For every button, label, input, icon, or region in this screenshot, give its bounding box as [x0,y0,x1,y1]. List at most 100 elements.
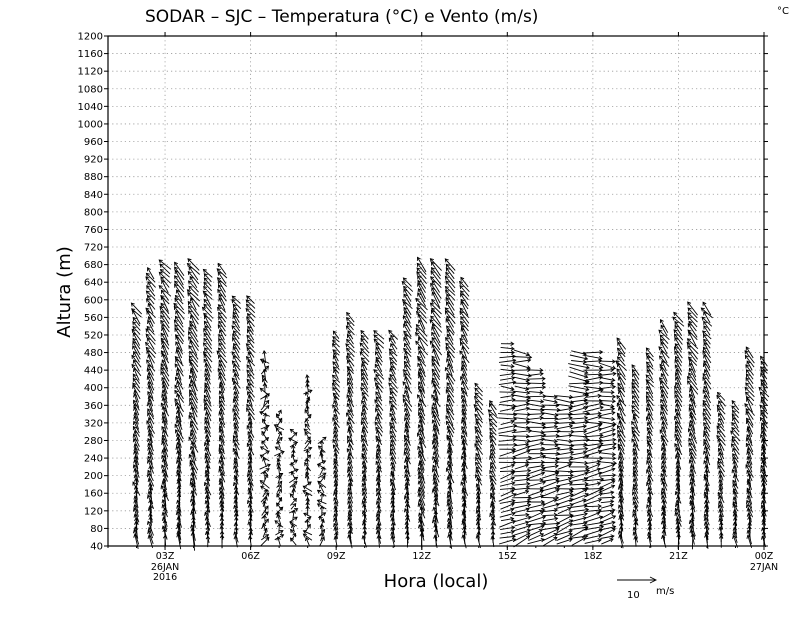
wind-vector-head [147,391,152,396]
wind-vector [347,522,353,535]
wind-vector [632,487,639,500]
wind-vector [732,417,739,429]
wind-vector [147,376,155,391]
wind-vector-head [616,412,621,417]
wind-vector [404,343,411,354]
wind-vector-head [631,364,636,369]
wind-vector [511,356,532,358]
wind-vector-head [674,398,680,404]
wind-vector [333,458,339,467]
wind-vector-head [218,447,223,452]
wind-vector [631,430,640,442]
wind-vector [582,487,604,490]
wind-vector [599,478,615,482]
wind-vector-head [375,396,380,401]
wind-vector [176,393,182,409]
wind-vector-head [218,390,223,395]
wind-vector [177,450,182,466]
wind-vector [390,361,397,370]
wind-vector-head [674,408,679,413]
wind-vector [233,386,239,398]
wind-vector [661,435,668,446]
wind-vector [217,368,227,381]
wind-vector [219,382,225,394]
wind-vector-head [320,536,325,541]
wind-vector [219,487,225,500]
wind-vector-head [488,418,493,423]
wind-vector-head [373,334,378,339]
wind-vector [231,351,242,363]
wind-vector-head [612,371,617,377]
wind-vector [133,464,140,478]
wind-profile [130,302,143,550]
wind-vector [556,417,572,420]
wind-vector [460,316,469,328]
wind-vector-head [700,307,705,312]
wind-vector [204,426,212,438]
wind-vector-head [686,376,691,381]
wind-vector-head [703,311,708,316]
wind-vector-head [597,411,602,416]
wind-vector [705,500,709,513]
wind-vector-head [246,334,251,339]
wind-vector [747,490,753,505]
wind-vector [541,489,560,498]
wind-vector [161,341,169,356]
wind-vector [432,456,440,469]
wind-vector-head [418,407,423,412]
wind-vector [303,428,312,435]
wind-vector-head [674,350,679,355]
wind-vector-head [265,536,270,542]
y-tick-label: 320 [84,418,103,429]
wind-vector-head [375,356,380,361]
wind-vector [583,516,603,524]
wind-vector [447,410,454,427]
wind-vector-head [218,297,223,302]
wind-vector-head [732,447,737,452]
wind-vector [617,387,625,398]
wind-vector [556,519,573,529]
wind-vector-head [361,399,365,405]
wind-vector-head [584,507,590,513]
wind-vector [446,358,455,373]
wind-profile [373,330,385,548]
wind-vector [158,285,172,297]
wind-vector-head [597,508,602,513]
wind-vector [403,302,412,316]
wind-vector-head [646,435,651,440]
wind-vector [717,438,725,451]
wind-vector [676,521,680,536]
wind-vector [174,262,185,276]
wind-vector-head [431,394,436,399]
wind-vector-head [703,325,708,330]
wind-vector [599,376,615,381]
wind-vector [459,281,470,293]
wind-vector [617,430,626,443]
wind-vector-head [146,375,151,380]
wind-vector [744,403,755,416]
wind-vector [320,533,324,542]
wind-vector [675,491,682,504]
wind-vector-head [461,373,466,378]
wind-vector-head [278,488,282,493]
wind-profile [700,301,713,549]
wind-vector-head [277,475,282,480]
wind-vector-head [632,394,636,400]
wind-vector [447,461,453,473]
wind-vector [570,425,587,429]
wind-vector [567,412,590,416]
wind-vector [513,376,530,382]
wind-vector [474,443,484,455]
wind-vector [361,382,369,393]
wind-vector-head [263,412,268,417]
wind-vector [703,354,711,368]
wind-vector [232,311,240,323]
wind-vector-head [584,374,589,379]
wind-vector-head [616,402,621,407]
wind-vector [541,472,559,479]
wind-vector-head [174,283,178,288]
wind-vector [543,498,557,506]
wind-vector [188,310,199,325]
wind-vector-head [703,473,708,478]
wind-vector [527,525,545,532]
